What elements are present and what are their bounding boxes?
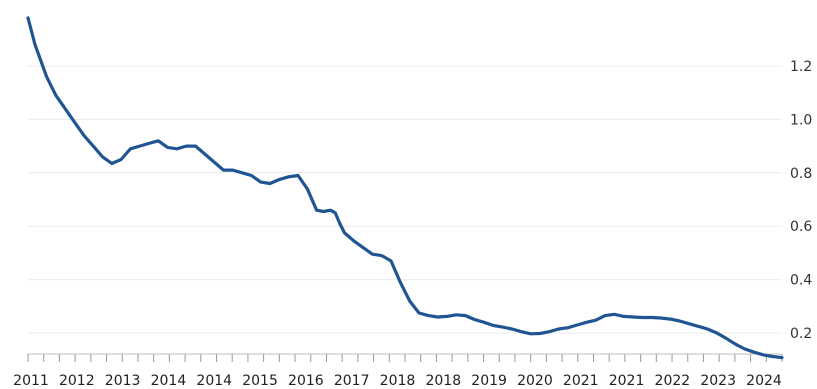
x-tick-label: 2022 bbox=[655, 373, 691, 389]
x-tick-label: 2017 bbox=[334, 373, 370, 389]
x-tick-label: 2011 bbox=[13, 373, 49, 389]
x-tick-label: 2018 bbox=[425, 373, 461, 389]
y-tick-label: 0.2 bbox=[790, 326, 812, 342]
x-tick-label: 2015 bbox=[242, 373, 278, 389]
y-tick-label: 1.2 bbox=[790, 59, 812, 75]
y-tick-label: 1.0 bbox=[790, 112, 812, 128]
gridlines bbox=[28, 65, 782, 334]
x-tick-label: 2012 bbox=[59, 373, 95, 389]
x-tick-label: 2020 bbox=[517, 373, 553, 389]
y-axis-labels: 0.2 0.4 0.6 0.8 1.0 1.2 bbox=[790, 59, 812, 342]
series-line bbox=[26, 16, 784, 360]
x-tick-label: 2021 bbox=[563, 373, 599, 389]
y-tick-label: 0.8 bbox=[790, 166, 812, 182]
y-tick-label: 0.6 bbox=[790, 219, 812, 235]
x-tick-label: 2024 bbox=[746, 373, 782, 389]
x-tick-label: 2014 bbox=[151, 373, 187, 389]
x-tick-label: 2023 bbox=[700, 373, 736, 389]
x-axis-ticks bbox=[27, 354, 783, 362]
x-tick-label: 2018 bbox=[380, 373, 416, 389]
x-tick-label: 2021 bbox=[609, 373, 645, 389]
x-tick-label: 2013 bbox=[105, 373, 141, 389]
x-tick-label: 2019 bbox=[471, 373, 507, 389]
x-tick-label: 2016 bbox=[288, 373, 324, 389]
x-tick-label: 2014 bbox=[196, 373, 232, 389]
y-tick-label: 0.4 bbox=[790, 273, 812, 289]
x-axis-labels: 2011 2012 2013 2014 2014 2015 2016 2017 2018 2018… bbox=[13, 373, 782, 389]
